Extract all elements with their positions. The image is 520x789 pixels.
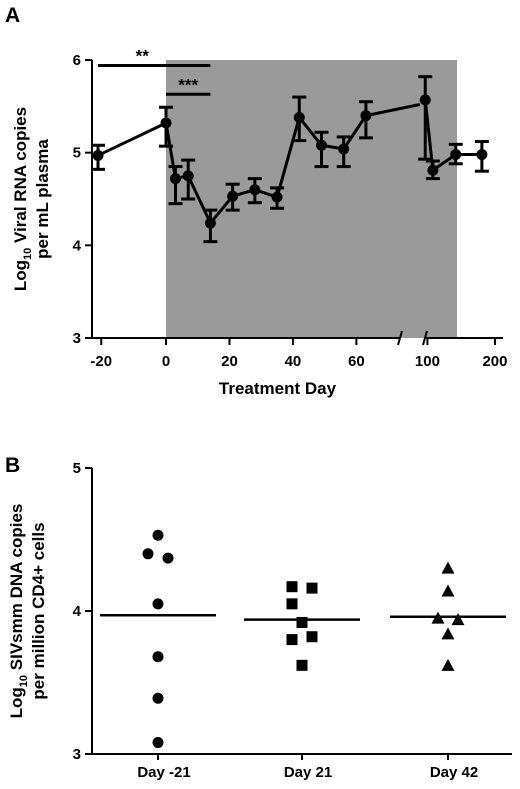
y-tick-label: 5 <box>73 145 81 162</box>
data-point-square <box>306 631 318 643</box>
y-axis-title-rest: Viral RNA copies <box>11 107 30 248</box>
data-point-triangle <box>441 627 455 640</box>
data-point <box>271 191 283 203</box>
y-tick-label: 5 <box>73 460 81 477</box>
data-point <box>170 173 182 185</box>
data-point-square <box>286 598 298 610</box>
data-point-square <box>286 581 298 593</box>
data-point <box>92 149 104 161</box>
data-point-square <box>306 582 318 594</box>
significance-label: ** <box>136 47 150 66</box>
y-axis-title-line2: per million CD4+ cells <box>29 522 48 699</box>
x-tick-label: -20 <box>90 353 112 370</box>
panel-a-viral-rna-chart: 3 4 5 6 -20 0 20 40 60 100 200 Treatment Day Log10 V… <box>11 47 507 398</box>
panel-b-sivsmm-dna-chart: 3 4 5 Day -21 Day 21 Day 42 Log10 SIVsmm DNA c… <box>7 460 512 781</box>
x-tick-label: 20 <box>221 353 238 370</box>
data-point-triangle <box>451 613 465 626</box>
axis-break-mark <box>397 330 403 346</box>
y-tick-label: 4 <box>73 237 82 254</box>
y-axis-title-line1: Log10 SIVsmm DNA copies <box>7 504 30 719</box>
y-axis-title-log: Log <box>7 687 26 718</box>
y-axis-title-rest: SIVsmm DNA copies <box>7 504 26 675</box>
x-tick-label: 100 <box>415 353 440 370</box>
y-axis-title-line1: Log10 Viral RNA copies <box>11 107 34 291</box>
data-point-circle <box>152 651 164 663</box>
x-tick-label: 40 <box>285 353 302 370</box>
data-point <box>293 111 305 123</box>
treatment-shaded-region <box>166 60 457 338</box>
data-point <box>338 143 350 155</box>
data-point <box>227 190 239 202</box>
data-point-circle <box>142 548 154 560</box>
data-point <box>204 217 216 229</box>
data-point-circle <box>152 598 164 610</box>
significance-label: *** <box>178 75 198 94</box>
y-axis-title-log: Log <box>11 260 30 291</box>
y-tick-label: 4 <box>73 603 82 620</box>
data-point-circle <box>162 552 174 564</box>
data-point <box>476 149 488 161</box>
x-tick-label: 60 <box>348 353 365 370</box>
data-point-circle <box>152 529 164 541</box>
data-point <box>160 117 172 129</box>
x-tick-label: 200 <box>482 353 507 370</box>
y-tick-label: 6 <box>73 52 81 69</box>
data-point-triangle <box>431 611 445 624</box>
data-point-square <box>296 659 308 671</box>
data-point-triangle <box>441 561 455 574</box>
x-tick-label: 0 <box>162 353 170 370</box>
data-point <box>249 184 261 196</box>
data-point-triangle <box>441 584 455 597</box>
y-tick-label: 3 <box>73 330 81 347</box>
axis-break-mark <box>422 330 428 346</box>
data-point-square <box>286 634 298 646</box>
panel-label-a: A <box>5 4 20 27</box>
category-label: Day 42 <box>430 764 478 781</box>
data-point <box>419 94 431 106</box>
data-point-triangle <box>441 658 455 671</box>
y-axis-title-line2: per mL plasma <box>33 139 52 259</box>
data-point-circle <box>152 737 164 749</box>
series-line <box>423 99 482 173</box>
data-point <box>450 149 462 161</box>
data-point-circle <box>152 692 164 704</box>
data-point <box>182 170 194 182</box>
data-point-square <box>296 616 308 628</box>
category-label: Day 21 <box>284 764 332 781</box>
data-point <box>360 110 372 122</box>
data-point <box>315 139 327 151</box>
category-label: Day -21 <box>137 764 190 781</box>
panel-label-b: B <box>5 454 20 477</box>
y-axis-title-subscript: 10 <box>22 248 34 260</box>
data-point <box>427 164 439 176</box>
y-axis-title-subscript: 10 <box>18 675 30 687</box>
x-axis-title: Treatment Day <box>219 379 337 398</box>
y-tick-label: 3 <box>73 746 81 763</box>
